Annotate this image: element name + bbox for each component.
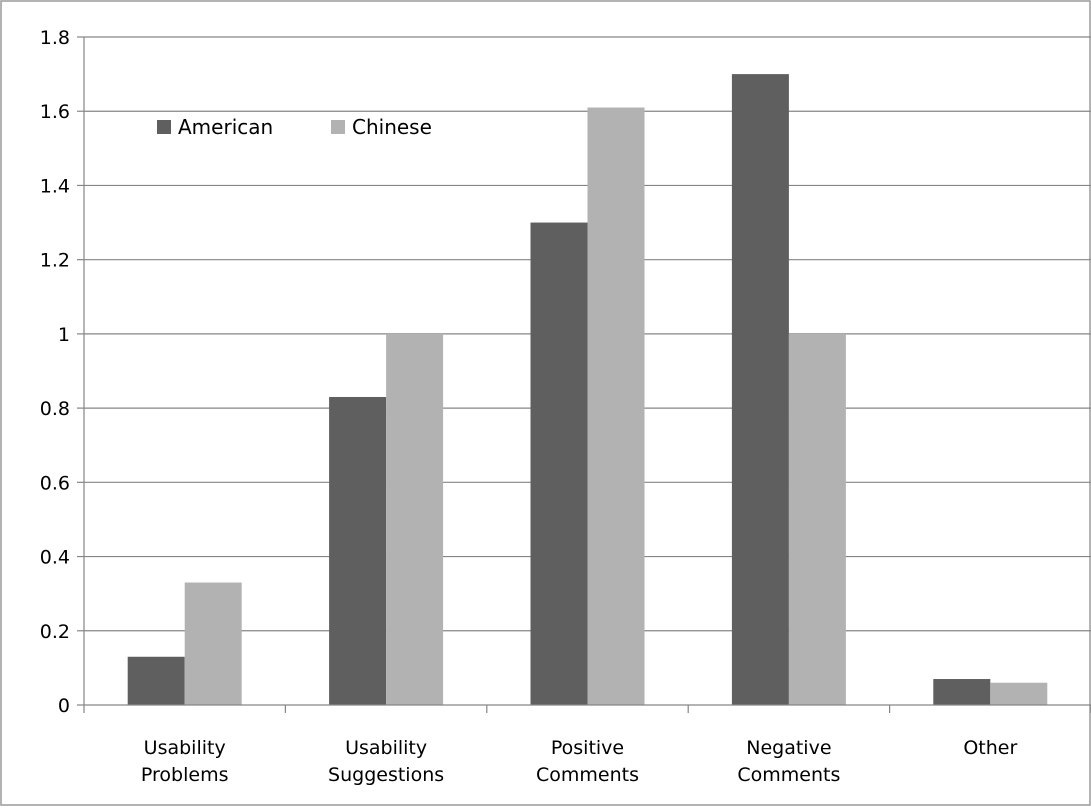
category-labels: Usability Problems Usability Suggestions Pos… xyxy=(141,737,1018,786)
bar-american xyxy=(530,222,588,706)
axes xyxy=(77,36,1091,713)
y-tick-label: 0 xyxy=(58,695,70,717)
x-category-label: Suggestions xyxy=(328,764,444,786)
x-category-label: Comments xyxy=(737,764,840,786)
x-category-label: Usability xyxy=(345,737,427,759)
bar-chinese xyxy=(386,333,444,705)
y-tick-label: 0.4 xyxy=(40,547,70,569)
y-tick-label: 0.8 xyxy=(40,398,70,420)
bars xyxy=(127,74,1048,706)
legend-label-american: American xyxy=(178,115,273,139)
bar-chinese xyxy=(788,333,846,705)
legend-label-chinese: Chinese xyxy=(352,115,432,139)
legend-swatch-american xyxy=(157,120,171,134)
y-tick-label: 1 xyxy=(58,324,70,346)
bar-american xyxy=(933,679,991,705)
bar-chinese xyxy=(184,582,242,705)
bar-american xyxy=(329,396,387,705)
y-tick-label: 1.2 xyxy=(40,250,70,272)
bar-american xyxy=(731,74,789,706)
x-category-label: Comments xyxy=(536,764,639,786)
y-tick-label: 1.6 xyxy=(40,101,70,123)
y-tick-label: 0.2 xyxy=(40,621,70,643)
x-category-label: Other xyxy=(963,737,1017,759)
bar-american xyxy=(127,656,185,705)
x-category-label: Problems xyxy=(141,764,229,786)
x-category-label: Positive xyxy=(551,737,624,759)
y-tick-label: 1.4 xyxy=(40,175,70,197)
bar-chinese xyxy=(990,682,1048,705)
legend-swatch-chinese xyxy=(331,120,345,134)
x-category-label: Usability xyxy=(144,737,226,759)
bar-chinese xyxy=(587,107,645,705)
x-category-label: Negative xyxy=(746,737,831,759)
legend: American Chinese xyxy=(157,115,432,139)
y-tick-labels: 0 0.2 0.4 0.6 0.8 1 1.2 1.4 1.6 1.8 xyxy=(40,27,70,717)
y-tick-label: 1.8 xyxy=(40,27,70,49)
y-tick-label: 0.6 xyxy=(40,472,70,494)
